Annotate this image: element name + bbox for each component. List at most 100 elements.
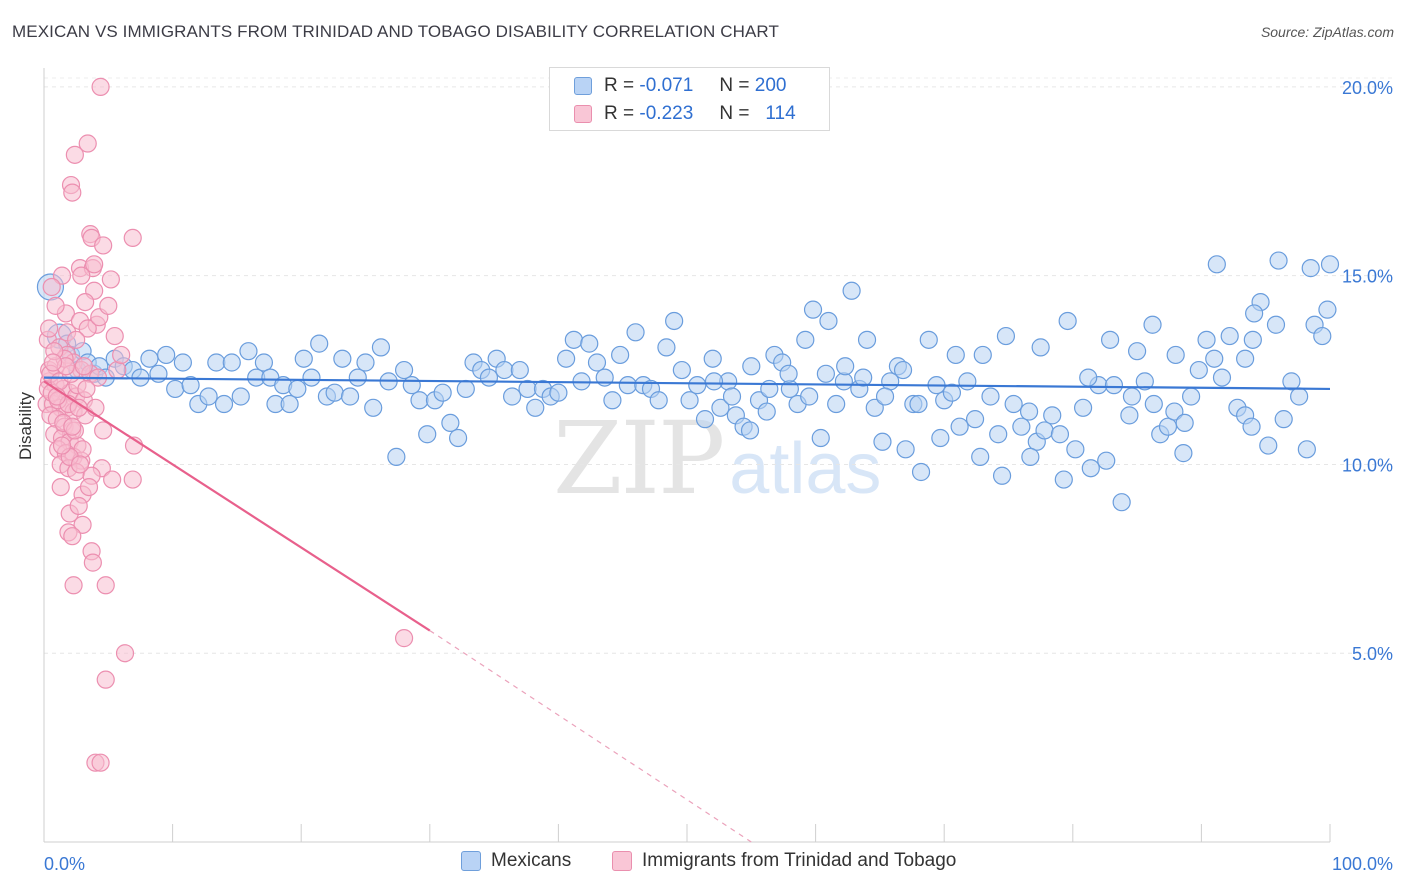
point-mexicans: [649, 391, 668, 410]
point-mexicans: [800, 387, 819, 406]
point-mexicans: [157, 345, 176, 365]
point-mexicans: [402, 376, 421, 395]
point-mexicans: [410, 391, 429, 410]
point-mexicans: [816, 364, 835, 383]
legend-r-value: -0.223: [639, 103, 694, 124]
point-mexicans: [1313, 326, 1332, 346]
point-trinidad: [108, 360, 127, 380]
point-trinidad: [394, 629, 414, 648]
point-mexicans: [1245, 304, 1264, 323]
point-mexicans: [836, 357, 855, 376]
legend-n-label: N =: [719, 75, 750, 96]
point-trinidad: [63, 527, 82, 546]
point-mexicans: [688, 376, 707, 395]
legend-r-label: R =: [604, 75, 635, 96]
point-trinidad: [70, 455, 90, 474]
point-mexicans: [140, 349, 159, 368]
source-label: Source: ZipAtlas.com: [1260, 24, 1394, 40]
point-mexicans: [911, 462, 931, 482]
point-mexicans: [618, 376, 637, 395]
point-mexicans: [207, 353, 226, 372]
point-mexicans: [603, 391, 622, 410]
point-trinidad: [123, 228, 142, 248]
point-mexicans: [557, 349, 576, 368]
point-trinidad: [96, 670, 115, 689]
point-trinidad: [94, 236, 113, 255]
point-mexicans: [1290, 387, 1309, 406]
point-trinidad: [94, 421, 113, 440]
point-trinidad: [63, 183, 82, 202]
point-mexicans: [1243, 330, 1262, 349]
point-mexicans: [893, 360, 913, 380]
point-mexicans: [704, 372, 724, 391]
point-mexicans: [1035, 421, 1054, 440]
point-mexicans: [294, 349, 313, 368]
correlation-legend: R = -0.071 N = 200 R = -0.223 N = 114: [549, 67, 830, 131]
point-mexicans: [302, 368, 321, 387]
point-mexicans: [711, 398, 730, 417]
point-mexicans: [695, 410, 715, 429]
point-trinidad: [42, 277, 61, 297]
x-tick-label: 0.0%: [44, 854, 85, 874]
point-mexicans: [1100, 330, 1120, 349]
point-mexicans: [1097, 451, 1116, 470]
y-tick-label: 10.0%: [1342, 455, 1393, 475]
point-mexicans: [1269, 251, 1288, 270]
trendline-mexicans: [43, 376, 1331, 391]
point-mexicans: [950, 417, 969, 436]
point-trinidad: [115, 644, 135, 663]
point-mexicans: [418, 425, 437, 444]
chart-title: MEXICAN VS IMMIGRANTS FROM TRINIDAD AND …: [12, 22, 779, 41]
point-mexicans: [1301, 259, 1320, 278]
point-mexicans: [1004, 394, 1023, 414]
point-mexicans: [1112, 493, 1131, 512]
point-mexicans: [288, 379, 307, 399]
trendline-trinidad-extension: [429, 630, 752, 843]
point-mexicans: [1021, 447, 1040, 466]
point-mexicans: [1266, 315, 1286, 334]
point-mexicans: [942, 383, 962, 402]
legend-r-label: R =: [604, 103, 635, 124]
y-tick-label: 15.0%: [1342, 267, 1393, 287]
point-mexicans: [173, 353, 192, 372]
point-trinidad: [63, 417, 82, 436]
legend-label-trinidad: Immigrants from Trinidad and Tobago: [642, 850, 957, 871]
point-mexicans: [811, 428, 830, 448]
point-mexicans: [214, 394, 234, 414]
point-mexicans: [1031, 338, 1050, 357]
point-mexicans: [1135, 372, 1154, 391]
x-tick-label: 100.0%: [1332, 854, 1393, 874]
point-trinidad: [72, 266, 91, 285]
point-mexicans: [780, 379, 799, 399]
point-trinidad: [91, 77, 110, 96]
point-trinidad: [69, 496, 88, 516]
legend-item-trinidad[interactable]: Immigrants from Trinidad and Tobago: [612, 850, 956, 872]
y-tick-label: 5.0%: [1352, 644, 1393, 664]
point-mexicans: [433, 383, 452, 402]
point-mexicans: [356, 353, 375, 372]
point-trinidad: [78, 319, 97, 338]
point-mexicans: [757, 402, 776, 421]
point-mexicans: [1127, 342, 1147, 361]
legend-item-mexicans[interactable]: Mexicans: [461, 850, 571, 872]
point-mexicans: [149, 364, 168, 383]
legend-row-mexicans: R = -0.071 N = 200: [550, 74, 786, 98]
point-mexicans: [280, 394, 299, 414]
point-mexicans: [779, 364, 798, 383]
point-mexicans: [1318, 300, 1337, 319]
point-mexicans: [394, 360, 414, 380]
point-mexicans: [1212, 368, 1232, 387]
legend-label-mexicans: Mexicans: [491, 850, 572, 871]
point-trinidad: [83, 553, 102, 572]
point-mexicans: [819, 311, 838, 331]
point-mexicans: [564, 330, 583, 349]
point-mexicans: [364, 398, 383, 417]
point-mexicans: [222, 353, 241, 372]
point-mexicans: [973, 345, 992, 365]
point-mexicans: [680, 391, 699, 410]
point-mexicans: [1236, 349, 1255, 368]
legend-swatch-pink: [574, 105, 592, 123]
point-trinidad: [77, 379, 96, 399]
point-mexicans: [989, 425, 1008, 444]
point-mexicans: [526, 398, 545, 417]
